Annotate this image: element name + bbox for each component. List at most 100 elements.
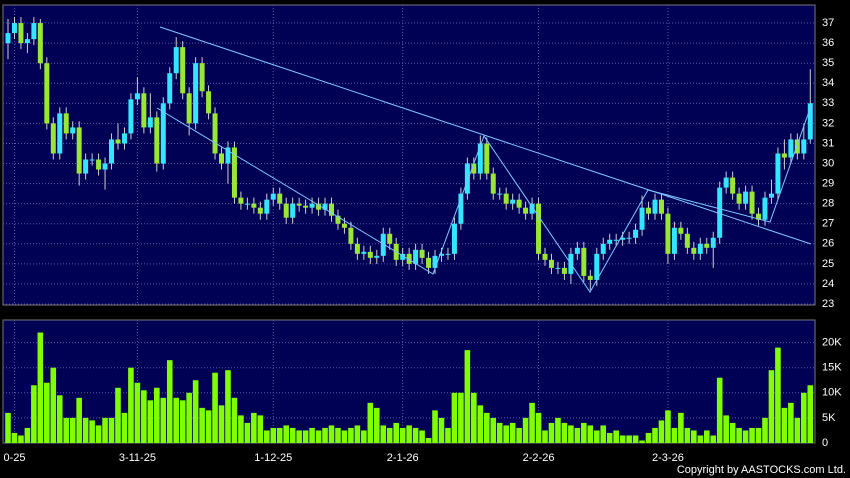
y-tick-label: 26 <box>822 238 834 250</box>
x-tick-label: 3-11-25 <box>119 452 156 464</box>
volume-bar <box>684 427 691 443</box>
volume-bar <box>108 417 115 443</box>
volume-bar <box>147 400 154 443</box>
volume-bar <box>775 347 781 443</box>
candle-body <box>807 103 813 140</box>
candle-body <box>458 193 464 224</box>
candle-body <box>335 215 341 224</box>
candle-body <box>50 123 56 154</box>
candle-body <box>70 127 76 134</box>
candle-body <box>762 197 768 220</box>
volume-bar <box>529 402 535 443</box>
candle-body <box>316 203 322 210</box>
candle-body <box>348 227 354 244</box>
x-tick-label: 1-12-25 <box>254 452 292 464</box>
volume-bar <box>302 430 309 443</box>
volume-bar <box>542 430 548 443</box>
candle-body <box>31 23 37 40</box>
candle-body <box>710 237 716 248</box>
volume-bar <box>348 427 354 443</box>
volume-bar <box>807 385 814 443</box>
volume-bar <box>496 422 503 443</box>
candle-body <box>270 193 276 200</box>
volume-bar <box>386 427 393 443</box>
volume-bar <box>56 395 63 443</box>
candle-body <box>743 191 749 204</box>
x-tick-label: 2-3-26 <box>652 452 684 464</box>
candle-body <box>717 187 723 238</box>
volume-bar <box>406 425 412 443</box>
candle-body <box>794 139 800 154</box>
candle-body <box>400 253 406 260</box>
volume-bar <box>134 382 141 443</box>
volume-bar <box>44 382 50 443</box>
candle-body <box>419 249 425 258</box>
volume-bar <box>723 415 729 443</box>
y-tick-label: 36 <box>822 37 834 49</box>
candle-body <box>225 147 231 164</box>
volume-bar <box>76 397 82 443</box>
credit: Copyright by AASTOCKS.com Ltd. <box>677 464 846 476</box>
volume-bar <box>289 427 296 443</box>
volume-bar <box>749 427 755 443</box>
candle-body <box>490 173 496 194</box>
candle-body <box>658 199 664 214</box>
candle-body <box>438 253 444 256</box>
candle-body <box>406 253 412 264</box>
volume-bar <box>503 425 509 443</box>
volume-bar <box>212 372 218 443</box>
x-tick-label: 2-1-26 <box>387 452 419 464</box>
candle-body <box>633 229 639 238</box>
volume-bar <box>716 377 723 443</box>
candle-body <box>251 203 257 208</box>
candle-body <box>678 227 684 234</box>
volume-bar <box>128 367 134 443</box>
candle-body <box>587 275 593 280</box>
candle-body <box>167 73 173 104</box>
candle-body <box>134 93 140 100</box>
candle-body <box>341 223 347 228</box>
candle-body <box>303 205 309 208</box>
candle-body <box>83 159 89 174</box>
candle-body <box>180 47 186 94</box>
volume-bar <box>322 427 328 443</box>
volume-bar <box>412 427 419 443</box>
candle-body <box>367 251 373 258</box>
y-tick-label: 37 <box>822 17 834 29</box>
x-tick-label: 2-2-26 <box>523 452 555 464</box>
labels: 23 24 25 26 27 28 29 30 31 32 33 34 35 36 37 0 5K 10K 15K 2… <box>3 17 842 464</box>
candle-body <box>296 203 302 206</box>
candle-body <box>523 207 529 214</box>
trend-line <box>159 26 812 245</box>
volume-bar <box>568 425 574 443</box>
candle-body <box>128 99 134 134</box>
candle-body <box>154 117 160 164</box>
candle-body <box>11 23 17 34</box>
volume-bar <box>619 435 626 443</box>
volume-bar <box>665 410 671 443</box>
volume-bar <box>160 397 167 443</box>
volume-bar <box>703 430 710 443</box>
candle-body <box>561 267 567 274</box>
candle-body <box>115 139 121 144</box>
candle-body <box>44 63 50 124</box>
candle-body <box>555 267 561 269</box>
volume-bar <box>509 422 516 443</box>
volume-bar <box>341 430 348 443</box>
volume-bar <box>587 425 594 443</box>
volume-bar <box>380 425 387 443</box>
volume-bar <box>37 332 44 443</box>
volume-bar <box>89 420 95 443</box>
candle-body <box>309 203 315 208</box>
y-tick-label: 25 <box>822 258 834 270</box>
volume-bar <box>671 427 678 443</box>
candle-body <box>626 237 632 239</box>
volume-bar <box>199 407 205 443</box>
candle-body <box>361 251 367 254</box>
candle-body <box>264 199 270 214</box>
candle-body <box>160 103 166 164</box>
candle-body <box>652 199 658 214</box>
candle-body <box>451 223 457 254</box>
candle-body <box>723 177 729 188</box>
volume-bar <box>632 435 639 443</box>
